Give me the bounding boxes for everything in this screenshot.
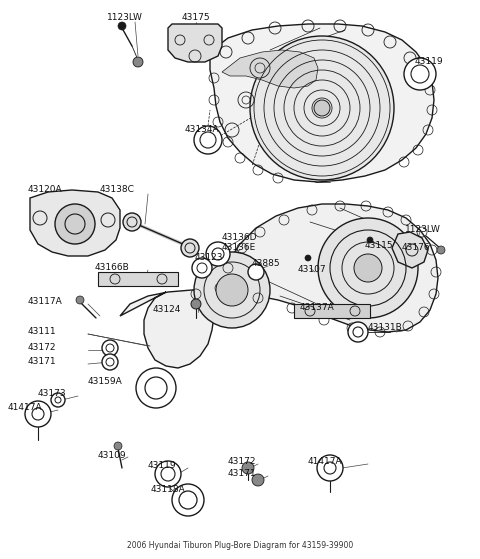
Circle shape — [192, 258, 212, 278]
Polygon shape — [30, 190, 120, 256]
Circle shape — [76, 296, 84, 304]
Circle shape — [118, 22, 126, 30]
Circle shape — [367, 237, 373, 243]
Circle shape — [55, 204, 95, 244]
Text: 43137A: 43137A — [300, 302, 335, 311]
Text: 1123LW: 1123LW — [107, 13, 143, 22]
Circle shape — [348, 322, 368, 342]
Circle shape — [194, 126, 222, 154]
Text: 1123LW: 1123LW — [405, 225, 441, 234]
Circle shape — [305, 255, 311, 261]
Circle shape — [317, 455, 343, 481]
Polygon shape — [392, 232, 428, 268]
Circle shape — [136, 368, 176, 408]
Text: 43111: 43111 — [28, 328, 57, 337]
Text: 43109: 43109 — [98, 451, 127, 459]
Circle shape — [102, 340, 118, 356]
Circle shape — [216, 274, 248, 306]
Text: 43136E: 43136E — [222, 244, 256, 253]
Text: 43176: 43176 — [402, 244, 431, 253]
Text: 43885: 43885 — [252, 259, 281, 268]
Circle shape — [206, 242, 230, 266]
Circle shape — [181, 239, 199, 257]
Circle shape — [354, 254, 382, 282]
Text: 41417A: 41417A — [8, 404, 43, 413]
Circle shape — [133, 57, 143, 67]
Text: 43175: 43175 — [182, 13, 210, 22]
Polygon shape — [98, 272, 178, 286]
Circle shape — [314, 100, 330, 116]
Text: 43119: 43119 — [148, 462, 177, 471]
Text: 43171: 43171 — [228, 470, 257, 479]
Circle shape — [437, 246, 445, 254]
Circle shape — [51, 393, 65, 407]
Text: 43123: 43123 — [195, 253, 224, 263]
Polygon shape — [294, 304, 370, 318]
Circle shape — [114, 442, 122, 450]
Circle shape — [404, 58, 436, 90]
Text: 41417A: 41417A — [308, 457, 343, 467]
Text: 43173: 43173 — [38, 390, 67, 399]
Text: 43172: 43172 — [28, 343, 57, 353]
Circle shape — [191, 299, 201, 309]
Circle shape — [102, 354, 118, 370]
Text: 43119: 43119 — [415, 58, 444, 67]
Text: 43131B: 43131B — [368, 324, 403, 333]
Text: 43159A: 43159A — [88, 377, 123, 386]
Polygon shape — [210, 24, 434, 182]
Circle shape — [123, 213, 141, 231]
Text: 43124: 43124 — [153, 306, 181, 315]
Text: 43134A: 43134A — [185, 126, 220, 135]
Circle shape — [318, 218, 418, 318]
Text: 43118A: 43118A — [151, 486, 185, 495]
Polygon shape — [120, 204, 438, 368]
Text: 43115: 43115 — [365, 241, 394, 250]
Circle shape — [242, 462, 254, 474]
Text: 43166B: 43166B — [95, 263, 130, 272]
Circle shape — [25, 401, 51, 427]
Text: 43120A: 43120A — [28, 186, 62, 195]
Text: 43117A: 43117A — [28, 297, 63, 306]
Circle shape — [172, 484, 204, 516]
Text: 43107: 43107 — [298, 266, 326, 274]
Circle shape — [155, 461, 181, 487]
Polygon shape — [222, 50, 318, 88]
Circle shape — [248, 264, 264, 280]
Circle shape — [252, 474, 264, 486]
Text: 2006 Hyundai Tiburon Plug-Bore Diagram for 43159-39900: 2006 Hyundai Tiburon Plug-Bore Diagram f… — [127, 541, 353, 549]
Text: 43136D: 43136D — [222, 234, 257, 243]
Text: 43172: 43172 — [228, 457, 256, 467]
Polygon shape — [168, 24, 222, 62]
Text: 43171: 43171 — [28, 358, 57, 367]
Circle shape — [250, 36, 394, 180]
Text: 43138C: 43138C — [100, 186, 135, 195]
Circle shape — [194, 252, 270, 328]
